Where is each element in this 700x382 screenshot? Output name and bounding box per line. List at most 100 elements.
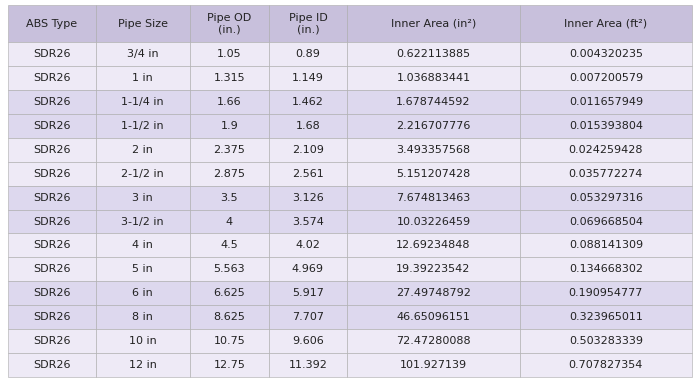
Bar: [519, 42, 692, 66]
Bar: [190, 233, 269, 257]
Bar: [190, 138, 269, 162]
Bar: [190, 66, 269, 90]
Bar: [96, 281, 190, 305]
Text: 0.069668504: 0.069668504: [569, 217, 643, 227]
Text: 1.149: 1.149: [292, 73, 324, 83]
Bar: [269, 138, 347, 162]
Text: 19.39223542: 19.39223542: [396, 264, 470, 274]
Text: 1.05: 1.05: [217, 49, 241, 59]
Bar: [8, 186, 96, 210]
Bar: [8, 257, 96, 281]
Bar: [96, 186, 190, 210]
Text: ABS Type: ABS Type: [26, 19, 77, 29]
Text: SDR26: SDR26: [33, 336, 71, 346]
Text: 7.674813463: 7.674813463: [396, 193, 470, 202]
Text: 101.927139: 101.927139: [400, 360, 467, 370]
Text: 6.625: 6.625: [214, 288, 245, 298]
Bar: [269, 186, 347, 210]
Text: 5.917: 5.917: [292, 288, 324, 298]
Text: 27.49748792: 27.49748792: [396, 288, 471, 298]
Text: SDR26: SDR26: [33, 97, 71, 107]
Text: 0.007200579: 0.007200579: [569, 73, 643, 83]
Bar: [190, 257, 269, 281]
Text: 3.574: 3.574: [292, 217, 324, 227]
Text: Inner Area (ft²): Inner Area (ft²): [564, 19, 648, 29]
Text: SDR26: SDR26: [33, 193, 71, 202]
Text: 9.606: 9.606: [292, 336, 324, 346]
Text: 0.323965011: 0.323965011: [569, 312, 643, 322]
Text: 1.462: 1.462: [292, 97, 324, 107]
Text: 4 in: 4 in: [132, 240, 153, 251]
Bar: [96, 233, 190, 257]
Text: 1.9: 1.9: [220, 121, 238, 131]
Text: 72.47280088: 72.47280088: [396, 336, 471, 346]
Text: 2.216707776: 2.216707776: [396, 121, 470, 131]
Bar: [519, 210, 692, 233]
Text: 10.75: 10.75: [214, 336, 245, 346]
Bar: [96, 329, 190, 353]
Text: 0.024259428: 0.024259428: [568, 145, 643, 155]
Bar: [190, 162, 269, 186]
Bar: [190, 186, 269, 210]
Text: 5 in: 5 in: [132, 264, 153, 274]
Bar: [96, 257, 190, 281]
Bar: [519, 353, 692, 377]
Bar: [269, 281, 347, 305]
Bar: [96, 66, 190, 90]
Text: SDR26: SDR26: [33, 264, 71, 274]
Bar: [347, 257, 519, 281]
Text: 1-1/2 in: 1-1/2 in: [121, 121, 164, 131]
Text: 0.015393804: 0.015393804: [569, 121, 643, 131]
Bar: [519, 162, 692, 186]
Bar: [519, 186, 692, 210]
Bar: [8, 90, 96, 114]
Bar: [519, 90, 692, 114]
Text: 12.75: 12.75: [214, 360, 245, 370]
Text: 1.66: 1.66: [217, 97, 241, 107]
Text: 0.053297316: 0.053297316: [569, 193, 643, 202]
Bar: [96, 114, 190, 138]
Text: 0.134668302: 0.134668302: [569, 264, 643, 274]
Text: SDR26: SDR26: [33, 288, 71, 298]
Text: SDR26: SDR26: [33, 217, 71, 227]
Text: SDR26: SDR26: [33, 121, 71, 131]
Text: 3 in: 3 in: [132, 193, 153, 202]
Text: Pipe Size: Pipe Size: [118, 19, 168, 29]
Bar: [190, 329, 269, 353]
Bar: [96, 162, 190, 186]
Bar: [8, 114, 96, 138]
Bar: [519, 66, 692, 90]
Text: 1 in: 1 in: [132, 73, 153, 83]
Bar: [269, 90, 347, 114]
Text: 3.126: 3.126: [292, 193, 324, 202]
Bar: [96, 90, 190, 114]
Text: SDR26: SDR26: [33, 169, 71, 179]
Bar: [190, 90, 269, 114]
Text: 0.035772274: 0.035772274: [568, 169, 643, 179]
Bar: [519, 5, 692, 42]
Text: 5.563: 5.563: [214, 264, 245, 274]
Bar: [347, 210, 519, 233]
Bar: [519, 233, 692, 257]
Bar: [519, 114, 692, 138]
Bar: [190, 353, 269, 377]
Bar: [190, 305, 269, 329]
Bar: [347, 5, 519, 42]
Text: 10 in: 10 in: [129, 336, 157, 346]
Text: 11.392: 11.392: [288, 360, 328, 370]
Bar: [347, 353, 519, 377]
Text: Pipe OD
(in.): Pipe OD (in.): [207, 13, 251, 34]
Bar: [347, 66, 519, 90]
Bar: [269, 305, 347, 329]
Text: 0.622113885: 0.622113885: [396, 49, 470, 59]
Bar: [519, 281, 692, 305]
Bar: [347, 138, 519, 162]
Bar: [269, 329, 347, 353]
Bar: [269, 114, 347, 138]
Text: 46.65096151: 46.65096151: [396, 312, 470, 322]
Bar: [8, 66, 96, 90]
Text: 4.02: 4.02: [295, 240, 321, 251]
Text: 1.678744592: 1.678744592: [396, 97, 470, 107]
Text: 3.5: 3.5: [220, 193, 238, 202]
Bar: [8, 138, 96, 162]
